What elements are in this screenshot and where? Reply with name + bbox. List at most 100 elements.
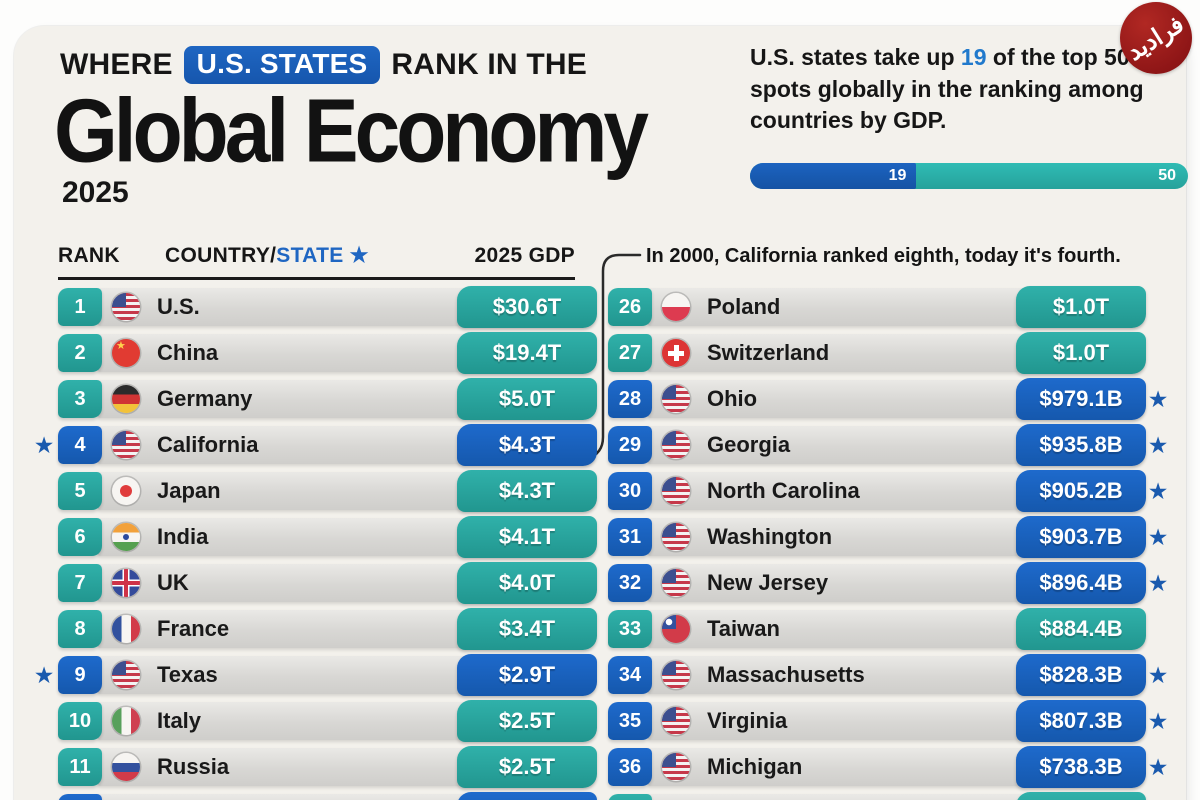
flag-icon [662,293,690,321]
row-bar: Michigan $738.3B [648,746,1146,788]
country-name: China [157,340,219,365]
flag-icon [662,477,690,505]
ratio-bar-filled-label: 19 [888,167,907,184]
gdp-pill: $30.6T [457,286,597,328]
gdp-pill: $1.0T [1016,332,1146,374]
flag-icon [112,477,140,505]
table-row: 1 U.S. $30.6T [30,286,597,328]
gdp-pill: $807.3B [1016,700,1146,742]
table-row: 6 India $4.1T [30,516,597,558]
country-name: Washington [707,524,833,549]
state-star-icon: ★ [33,662,55,688]
ratio-bar: 19 50 [750,163,1188,189]
gdp-pill: $905.2B [1016,470,1146,512]
flag-icon [112,707,140,735]
row-bar: Massachusetts $828.3B [648,654,1146,696]
rank-badge: 27 [608,334,652,372]
rank-badge: 29 [608,426,652,464]
table-row: 11 Russia $2.5T [30,746,597,788]
row-bar: Virginia $807.3B [648,700,1146,742]
rank-badge: 36 [608,748,652,786]
table-row: 3 Germany $5.0T [30,378,597,420]
flag-icon [662,385,690,413]
state-star-icon: ★ [1147,662,1169,688]
gdp-pill: $896.4B [1016,562,1146,604]
rank-badge: 6 [58,518,102,556]
table-row: 5 Japan $4.3T [30,470,597,512]
country-name: Virginia [707,708,788,733]
rank-badge: 11 [58,748,102,786]
table-row: 26 Poland $1.0T [608,286,1172,328]
flag-icon [112,753,140,781]
state-star-icon: ★ [1147,386,1169,412]
row-bar: Japan $4.3T [98,470,597,512]
rank-badge: 3 [58,380,102,418]
country-column-header: COUNTRY/STATE ★ [165,244,369,267]
table-row [30,792,597,800]
state-star-icon: ★ [1147,570,1169,596]
gdp-pill: $4.3T [457,470,597,512]
flag-icon [662,753,690,781]
state-star-icon: ★ [33,432,55,458]
page-title: Global Economy [54,81,649,182]
country-name: Russia [157,754,230,779]
flag-icon [112,431,140,459]
title-year: 2025 [62,176,129,209]
table-row: 30 North Carolina $905.2B ★ [608,470,1172,512]
table-row: 29 Georgia $935.8B ★ [608,424,1172,466]
gdp-pill: $2.9T [457,654,597,696]
row-bar: Germany $5.0T [98,378,597,420]
country-name: Massachusetts [707,662,865,687]
flag-icon [662,523,690,551]
country-name: Georgia [707,432,791,457]
row-bar: Washington $903.7B [648,516,1146,558]
intro-blurb: U.S. states take up 19 of the top 50 spo… [750,42,1184,137]
gdp-pill: $828.3B [1016,654,1146,696]
country-name: Ohio [707,386,758,411]
table-row: 34 Massachusetts $828.3B ★ [608,654,1172,696]
left-table: 1 U.S. $30.6T 2 China $19.4T 3 Germany $… [30,286,597,800]
state-star-icon: ★ [1147,478,1169,504]
table-row [608,792,1172,800]
gdp-pill: $903.7B [1016,516,1146,558]
table-row: ★ 4 California $4.3T [30,424,597,466]
country-name: Italy [157,708,202,733]
flag-icon [112,385,140,413]
table-row: 36 Michigan $738.3B ★ [608,746,1172,788]
country-name: France [157,616,230,641]
row-bar: Russia $2.5T [98,746,597,788]
table-row: 31 Washington $903.7B ★ [608,516,1172,558]
country-name: Michigan [707,754,803,779]
flag-icon [662,661,690,689]
rank-badge: 31 [608,518,652,556]
rank-badge: 32 [608,564,652,602]
rank-badge: 30 [608,472,652,510]
country-name: Taiwan [707,616,780,641]
flag-icon [112,615,140,643]
flag-icon [112,523,140,551]
row-bar: Poland $1.0T [648,286,1146,328]
state-star-icon: ★ [349,244,369,267]
gdp-pill: $4.1T [457,516,597,558]
country-name: North Carolina [707,478,860,503]
gdp-pill: $2.5T [457,700,597,742]
flag-icon [662,339,690,367]
blurb-text: of the top 50 spots globally in the rank… [750,44,1144,134]
gdp-pill: $4.3T [457,424,597,466]
row-bar: New Jersey $896.4B [648,562,1146,604]
row-bar: Texas $2.9T [98,654,597,696]
row-bar: Italy $2.5T [98,700,597,742]
rank-badge: 34 [608,656,652,694]
gdp-pill: $5.0T [457,378,597,420]
country-name: Switzerland [707,340,830,365]
flag-icon [112,661,140,689]
ratio-bar-total-label: 50 [1158,167,1176,184]
gdp-pill: $1.0T [1016,286,1146,328]
gdp-pill: $884.4B [1016,608,1146,650]
rank-badge: 5 [58,472,102,510]
gdp-pill: $2.5T [457,746,597,788]
gdp-pill: $3.4T [457,608,597,650]
table-row: 10 Italy $2.5T [30,700,597,742]
row-bar: China $19.4T [98,332,597,374]
